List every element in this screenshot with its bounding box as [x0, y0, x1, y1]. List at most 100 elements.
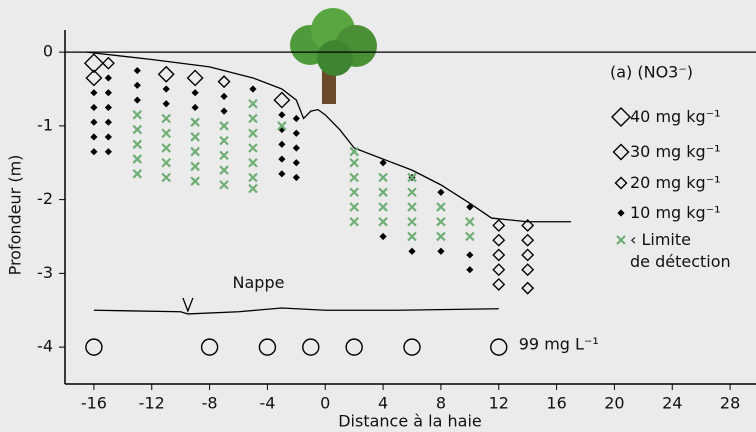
diamond-marker [273, 91, 291, 109]
legend-label-box: 40 mg kg⁻¹ [630, 107, 721, 126]
tree [290, 8, 377, 104]
cross-marker [161, 172, 171, 183]
legend-marker [611, 107, 631, 127]
diamond-marker [492, 277, 506, 291]
x-tick-label: -4 [259, 394, 275, 413]
y-tick-label: -2 [37, 189, 53, 208]
diamond-marker [104, 148, 112, 156]
water-table-label: Nappe [233, 273, 285, 292]
diamond-marker [521, 263, 535, 277]
cross-marker [378, 172, 388, 183]
legend-marker [616, 235, 626, 245]
cross-marker [219, 180, 229, 190]
series-label: 99 mg L⁻¹ [519, 335, 599, 354]
y-axis-label: Profondeur (m) [6, 155, 25, 276]
cross-marker [378, 216, 388, 227]
x-tick-label: -12 [139, 394, 165, 413]
cross-marker [132, 110, 143, 120]
diamond-marker [90, 133, 98, 141]
cross-marker [132, 124, 143, 135]
cross-marker [349, 187, 359, 198]
cross-marker [248, 143, 258, 153]
diamond-marker [220, 107, 228, 115]
diamond-marker [90, 89, 98, 97]
surface-line [86, 51, 572, 223]
diamond-marker [278, 155, 286, 163]
x-tick-label: 24 [662, 394, 682, 413]
legend-item: ‹ Limite de détection [630, 230, 731, 271]
diamond-marker [162, 100, 170, 108]
circle-marker [302, 338, 320, 356]
legend-label: 10 mg kg⁻¹ [630, 203, 721, 222]
cross-marker [349, 216, 359, 227]
circle-marker [258, 338, 277, 356]
diamond-marker [104, 89, 112, 97]
cross-marker [407, 202, 417, 212]
diamond-marker [101, 56, 115, 70]
cross-marker [132, 139, 143, 150]
diamond-marker [90, 118, 98, 126]
circle-marker [403, 338, 421, 356]
cross-marker [190, 117, 200, 127]
cross-marker [378, 202, 388, 212]
x-tick-label: 4 [378, 394, 388, 413]
diamond-marker [133, 66, 141, 75]
diamond-marker [492, 248, 506, 262]
y-tick-label: -1 [37, 115, 53, 134]
diamond-marker [292, 129, 300, 137]
cross-marker [161, 143, 171, 153]
cross-marker [161, 113, 171, 124]
circle-marker [85, 338, 103, 356]
diamond-marker [90, 103, 98, 112]
y-tick-label: 0 [43, 42, 53, 61]
cross-marker [407, 231, 417, 242]
cross-marker [248, 128, 258, 139]
circle-marker [200, 338, 219, 356]
y-tick-label: -4 [37, 337, 53, 356]
cross-marker [248, 113, 258, 124]
diamond-marker [521, 233, 535, 247]
cross-marker [248, 98, 258, 109]
cross-marker [465, 231, 475, 242]
cross-marker [436, 216, 446, 227]
x-tick-label: 8 [436, 394, 446, 413]
cross-marker [132, 169, 143, 179]
legend-label-box: 30 mg kg⁻¹ [630, 142, 721, 161]
cross-marker [190, 132, 200, 142]
legend-marker [612, 143, 630, 161]
cross-marker [436, 202, 446, 212]
legend-item: 30 mg kg⁻¹ [630, 142, 721, 161]
legend-label-box: 10 mg kg⁻¹ [630, 203, 721, 222]
cross-marker [219, 135, 229, 146]
cross-marker [349, 172, 359, 183]
diamond-marker [191, 103, 199, 112]
x-axis-label: Distance à la haie [338, 412, 482, 431]
cross-marker [190, 176, 200, 186]
x-tick-label: 12 [489, 394, 509, 413]
diamond-marker [157, 65, 175, 83]
diamond-marker [133, 81, 141, 89]
legend-label-box: ‹ Limite de détection [630, 230, 731, 271]
diamond-marker [83, 53, 104, 74]
legend-marker [614, 176, 628, 190]
diamond-marker [104, 103, 112, 112]
diamond-marker [492, 233, 506, 247]
diamond-marker [191, 89, 199, 97]
water-table-arrow [182, 297, 194, 313]
diamond-marker [492, 263, 506, 277]
cross-marker [219, 121, 229, 131]
diamond-marker [133, 96, 141, 104]
cross-marker [219, 150, 229, 161]
diamond-marker [292, 173, 300, 182]
cross-marker [407, 216, 417, 227]
diamond-marker [278, 111, 286, 119]
cross-marker [190, 161, 200, 172]
x-tick-label: 28 [720, 394, 740, 413]
diamond-marker [521, 218, 535, 232]
cross-marker [219, 165, 229, 175]
diamond-marker [408, 247, 416, 255]
diamond-marker [379, 232, 387, 241]
cross-marker [349, 157, 359, 168]
diamond-marker [492, 218, 506, 232]
